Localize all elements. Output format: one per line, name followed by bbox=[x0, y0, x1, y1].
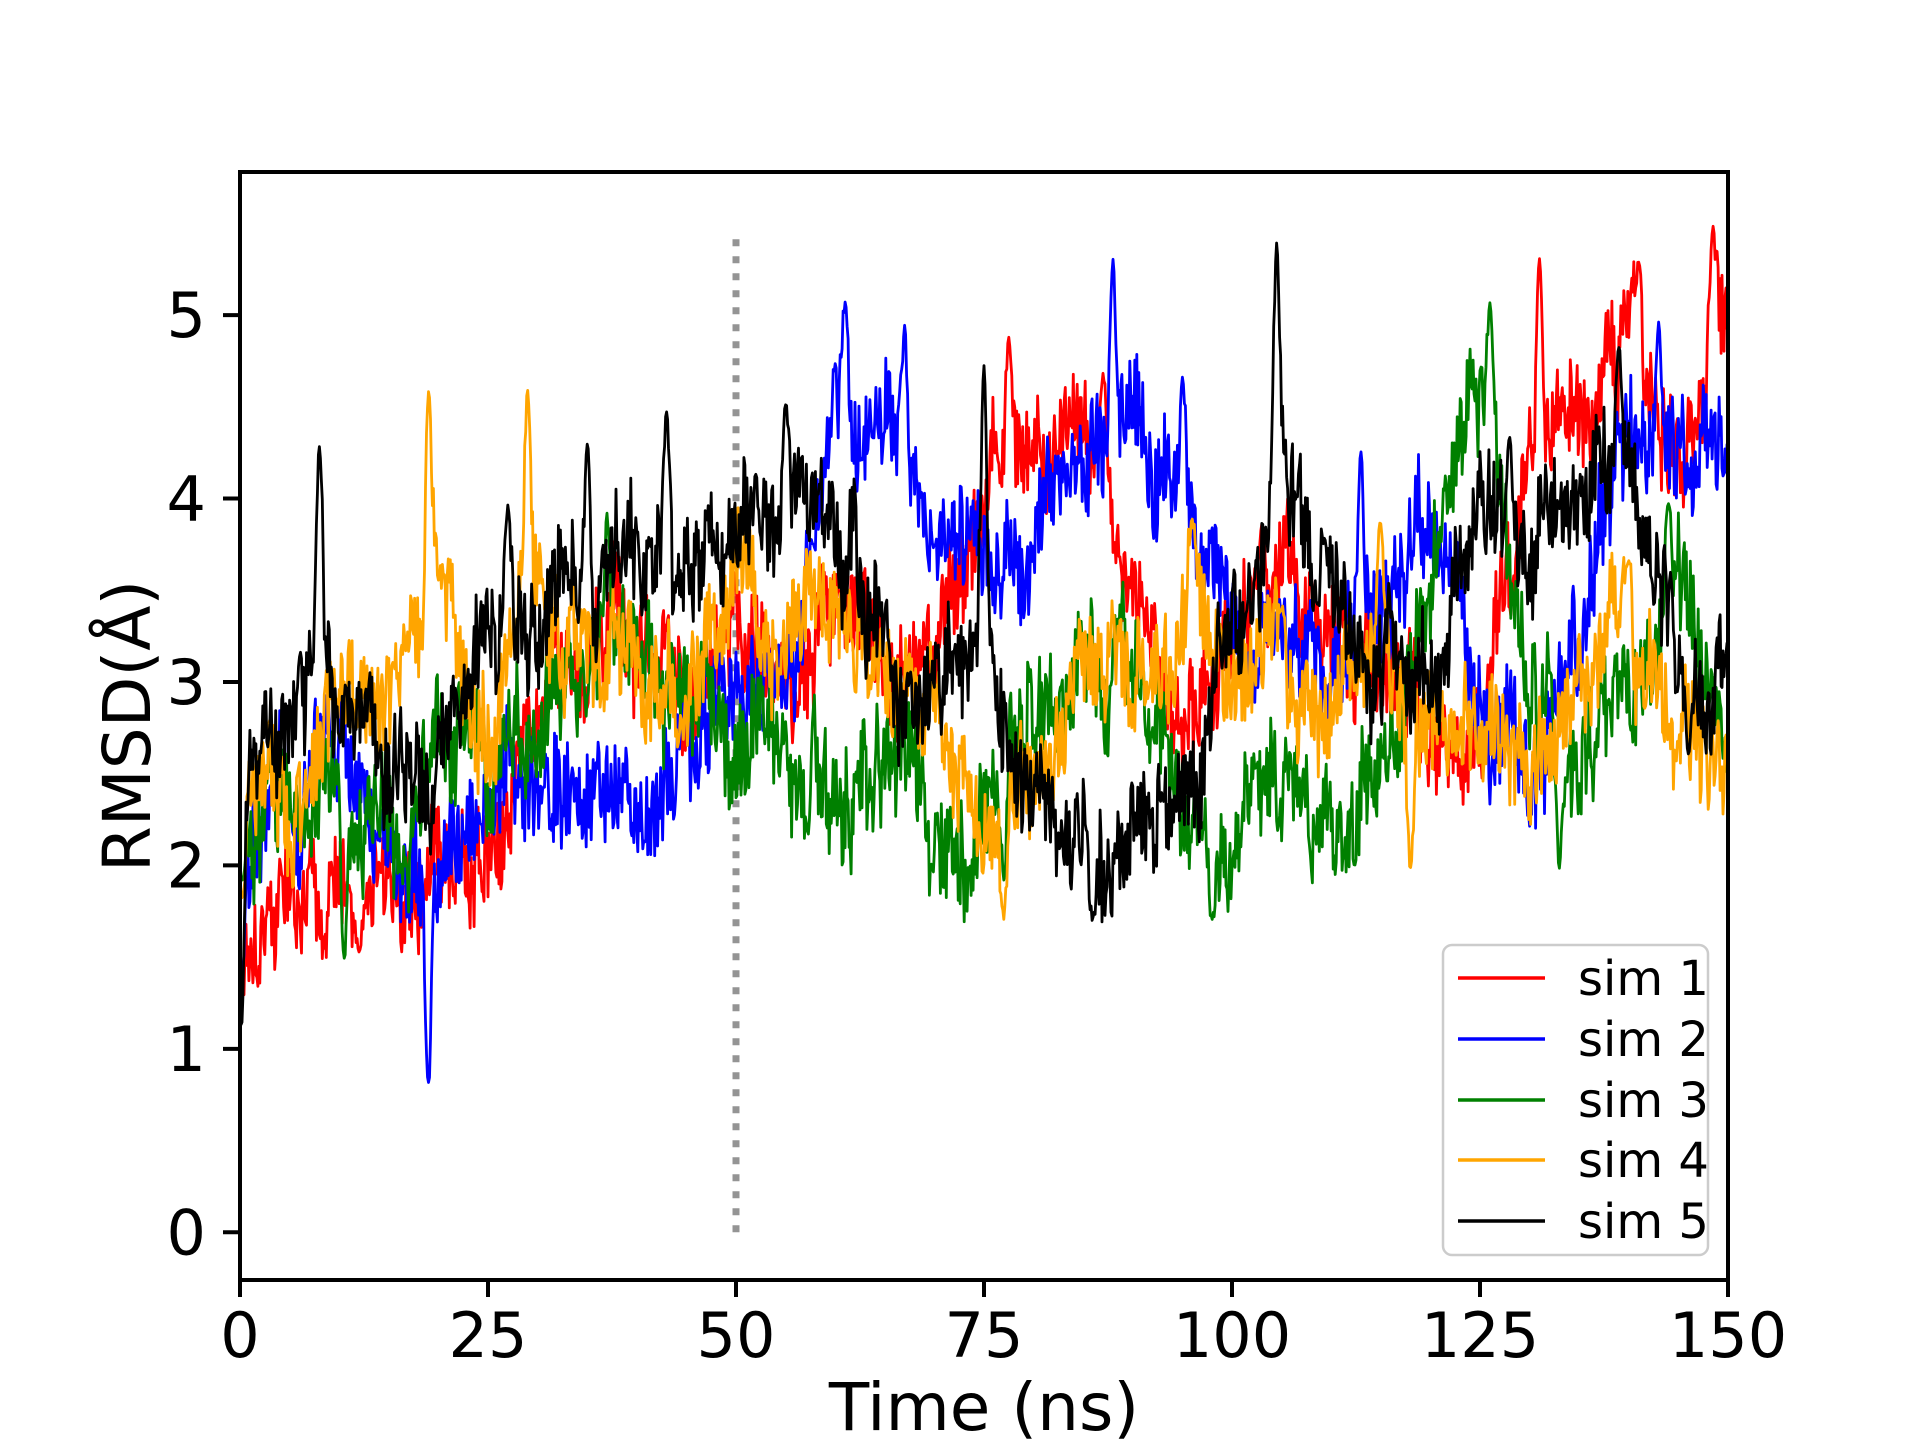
y-axis-label: RMSD(Å) bbox=[89, 580, 166, 872]
legend-label: sim 1 bbox=[1578, 951, 1709, 1007]
axes-frame bbox=[238, 170, 1730, 1282]
legend-label: sim 4 bbox=[1578, 1133, 1709, 1189]
x-tick-label: 50 bbox=[697, 1299, 776, 1372]
x-axis-ticks: 0 25 50 75 100 125 150 bbox=[220, 1280, 1787, 1372]
y-tick-label: 5 bbox=[167, 279, 206, 352]
y-tick-label: 1 bbox=[167, 1013, 206, 1086]
x-tick-label: 25 bbox=[449, 1299, 528, 1372]
y-axis-ticks: 0 1 2 3 4 5 bbox=[167, 279, 240, 1269]
x-tick-label: 150 bbox=[1669, 1299, 1787, 1372]
x-tick-label: 125 bbox=[1421, 1299, 1539, 1372]
series-layer bbox=[240, 224, 1728, 1084]
x-tick-label: 100 bbox=[1173, 1299, 1291, 1372]
x-axis-label: Time (ns) bbox=[828, 1369, 1139, 1440]
series-sim-3 bbox=[240, 301, 1728, 960]
legend-entry: sim 1 bbox=[1458, 951, 1709, 1007]
x-tick-label: 0 bbox=[220, 1299, 259, 1372]
y-tick-label: 0 bbox=[167, 1196, 206, 1269]
y-tick-label: 4 bbox=[167, 463, 206, 536]
legend-entry: sim 3 bbox=[1458, 1073, 1709, 1129]
legend-label: sim 3 bbox=[1578, 1073, 1709, 1129]
legend-label: sim 5 bbox=[1578, 1194, 1709, 1250]
legend: sim 1 sim 2 sim 3 sim 4 sim 5 bbox=[1441, 943, 1710, 1257]
legend-entry: sim 5 bbox=[1458, 1194, 1709, 1250]
series-sim-5 bbox=[240, 241, 1728, 1027]
x-tick-label: 75 bbox=[945, 1299, 1024, 1372]
y-tick-label: 2 bbox=[167, 829, 206, 902]
legend-entry: sim 4 bbox=[1458, 1133, 1709, 1189]
y-tick-label: 3 bbox=[167, 646, 206, 719]
series-sim-4 bbox=[240, 389, 1728, 921]
legend-label: sim 2 bbox=[1578, 1012, 1709, 1068]
legend-entry: sim 2 bbox=[1458, 1012, 1709, 1068]
legend-box bbox=[1441, 943, 1710, 1257]
